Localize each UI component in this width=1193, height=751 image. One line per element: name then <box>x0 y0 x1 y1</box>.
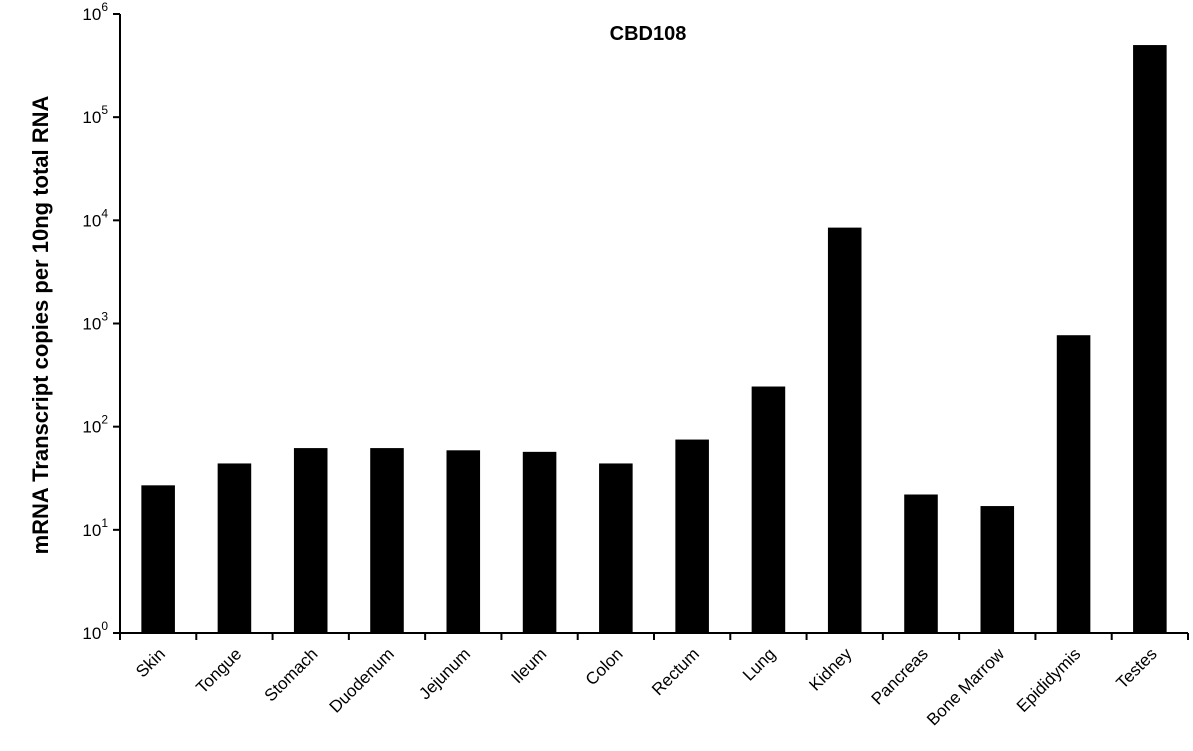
x-tick-label: Ileum <box>508 644 551 687</box>
bar-rectum <box>675 439 709 633</box>
bar-duodenum <box>370 448 404 633</box>
x-tick-label: Duodenum <box>326 644 398 716</box>
bars <box>141 45 1167 634</box>
x-tick-label: Lung <box>739 644 779 684</box>
bar-colon <box>599 463 633 633</box>
bar-skin <box>141 485 175 633</box>
x-tick-label: Tongue <box>192 644 245 697</box>
bar-lung <box>751 386 786 633</box>
bar-bone-marrow <box>980 506 1015 633</box>
bar-testes <box>1133 45 1167 633</box>
x-tick-label: Rectum <box>648 644 703 699</box>
bar-kidney <box>827 227 862 634</box>
bar-epididymis <box>1056 335 1091 633</box>
bar-jejunum <box>446 450 481 633</box>
category-labels: Skin Tongue Stomach Duodenum Jejunum Ileum Col… <box>132 644 1161 729</box>
y-tick-label: 101 <box>82 516 108 540</box>
x-tick-label: Stomach <box>261 644 322 705</box>
y-tick-label: 103 <box>82 310 108 334</box>
y-ticks: 100 101 102 103 104 105 106 <box>82 0 120 643</box>
chart-title: CBD108 <box>610 23 687 45</box>
y-tick-label: 100 <box>82 619 108 643</box>
bar-stomach <box>293 448 328 633</box>
y-axis-label: mRNA Transcript copies per 10ng total RN… <box>28 95 53 554</box>
x-tick-label: Colon <box>582 644 627 689</box>
bar-tongue <box>217 463 252 633</box>
x-tick-label: Jejunum <box>415 644 474 703</box>
bar-ileum <box>522 451 557 633</box>
x-tick-label: Skin <box>132 644 169 681</box>
x-tick-label: Testes <box>1113 644 1161 692</box>
y-tick-label: 104 <box>82 206 108 230</box>
y-tick-label: 106 <box>82 0 108 24</box>
x-ticks <box>119 633 1189 640</box>
y-tick-label: 102 <box>82 413 108 437</box>
x-tick-label: Kidney <box>805 644 856 695</box>
x-tick-label: Epididymis <box>1013 644 1085 716</box>
y-tick-label: 105 <box>82 103 108 127</box>
x-tick-label: Pancreas <box>868 644 932 708</box>
x-tick-label: Bone Marrow <box>923 644 1008 729</box>
bar-pancreas <box>904 494 938 633</box>
